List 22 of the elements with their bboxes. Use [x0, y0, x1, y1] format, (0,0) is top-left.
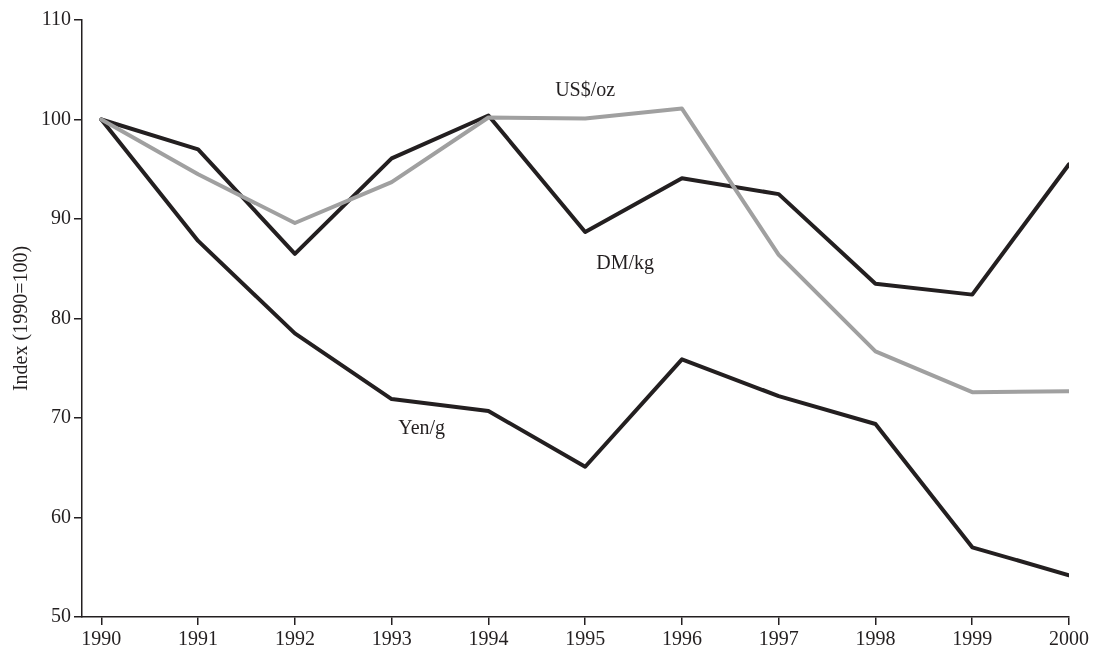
- y-tick-label: 110: [41, 7, 71, 30]
- x-tick-label: 1996: [661, 627, 702, 650]
- y-tick-label: 80: [51, 305, 71, 328]
- x-tick-label: 1995: [565, 627, 606, 650]
- y-tick-label: 50: [51, 604, 71, 627]
- x-tick-label: 1999: [952, 627, 993, 650]
- y-tick-label: 90: [51, 206, 71, 229]
- series-label: Yen/g: [398, 416, 446, 440]
- series-label: DM/kg: [596, 251, 655, 275]
- x-tick-label: 1997: [758, 627, 799, 650]
- series-label: US$/oz: [555, 77, 616, 100]
- y-axis-title: Index (1990=100): [9, 245, 33, 392]
- x-tick-label: 1990: [81, 627, 122, 650]
- x-tick-label: 2000: [1049, 627, 1089, 650]
- x-tick-label: 1993: [371, 627, 412, 650]
- x-tick-label: 1992: [274, 627, 315, 650]
- y-tick-label: 60: [51, 504, 71, 527]
- x-tick-label: 1998: [855, 627, 896, 650]
- y-tick-label: 100: [41, 106, 71, 129]
- x-tick-label: 1991: [178, 627, 219, 650]
- x-tick-label: 1994: [468, 627, 509, 650]
- y-tick-label: 70: [51, 405, 71, 428]
